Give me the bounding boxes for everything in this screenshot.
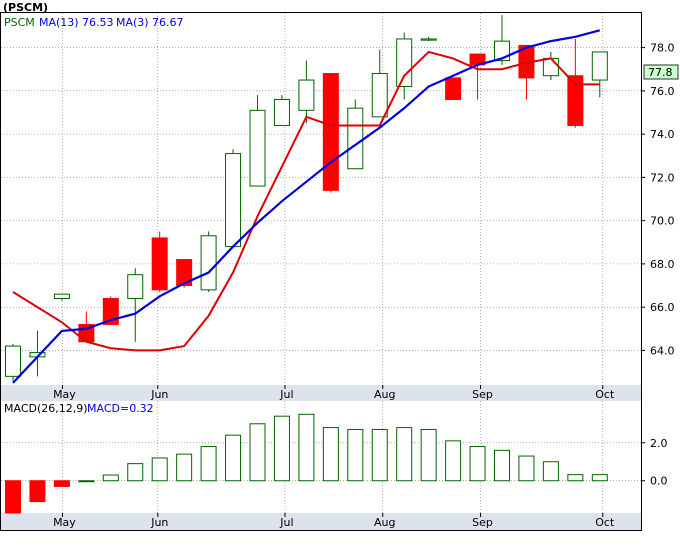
price-x-tick-label: Sep <box>472 388 493 401</box>
macd-x-tick-label: Jul <box>279 516 293 529</box>
candle-up <box>347 107 364 170</box>
price-y-axis: 64.0 66.0 68.0 70.0 72.0 74.0 76.0 78.0 0.0 2.0 <box>641 42 675 488</box>
chart-title: (PSCM) <box>3 1 48 14</box>
candle-up <box>396 38 413 88</box>
price-x-tick-label: Jun <box>150 388 168 401</box>
candle-up <box>5 345 21 377</box>
macd-bar <box>53 480 70 487</box>
candle-down <box>322 73 339 191</box>
macd-bar <box>396 427 413 482</box>
macd-bar <box>298 413 315 482</box>
candle-down <box>151 237 168 291</box>
candle-up <box>249 109 266 187</box>
candle-down <box>445 77 462 101</box>
candle-down <box>102 297 119 325</box>
candle-up <box>200 235 217 291</box>
macd-bar <box>371 428 388 482</box>
macd-bar <box>445 440 462 482</box>
macd-panel-frame <box>0 400 642 531</box>
macd-x-tick-label: May <box>53 516 76 529</box>
macd-bar <box>591 474 608 482</box>
candle-up <box>542 57 559 77</box>
macd-bar <box>102 474 119 482</box>
moving-averages <box>12 29 601 384</box>
price-y-tick-label: 64.0 <box>650 344 675 357</box>
last-price-box <box>643 64 679 80</box>
macd-y-tick-label: 0.0 <box>650 475 668 488</box>
macd-bar <box>469 446 486 482</box>
candle-up <box>371 73 388 118</box>
legend-ma3-label: MA(3) <box>116 16 149 29</box>
candle-up <box>591 51 608 81</box>
price-legend: PSCM MA(13) 76.53 MA(3) 76.67 <box>4 16 184 29</box>
candle-up <box>53 293 70 299</box>
macd-date-band <box>1 513 641 530</box>
candle-up <box>127 274 144 299</box>
macd-bar <box>567 474 584 482</box>
price-x-tick-label: Aug <box>374 388 395 401</box>
macd-bar <box>347 428 364 482</box>
grid-lines <box>1 13 641 513</box>
price-y-tick-label: 70.0 <box>650 215 675 228</box>
last-price-label: 77.8 <box>648 66 673 79</box>
x-axis: May May Jun Jun Jul Jul Aug Aug Sep Sep Oct Oct <box>53 385 615 529</box>
macd-bar <box>127 463 144 482</box>
price-y-tick-label: 76.0 <box>650 85 675 98</box>
macd-x-tick-label: Oct <box>595 516 615 529</box>
macd-bar <box>420 428 437 482</box>
price-y-tick-label: 66.0 <box>650 301 675 314</box>
macd-bar <box>5 480 21 514</box>
macd-bar <box>225 434 242 482</box>
price-y-tick-label: 72.0 <box>650 171 675 184</box>
macd-x-tick-label: Aug <box>374 516 395 529</box>
macd-bar <box>494 449 510 482</box>
macd-bar <box>273 415 290 482</box>
ma3-line <box>12 50 600 352</box>
macd-bar <box>542 461 559 482</box>
candle-up <box>420 38 437 41</box>
price-y-tick-label: 78.0 <box>650 42 675 55</box>
price-x-tick-label: May <box>53 388 76 401</box>
candle-down <box>176 259 193 287</box>
price-date-band <box>1 385 641 401</box>
price-x-tick-label: Oct <box>595 388 615 401</box>
candle-up <box>298 79 315 111</box>
macd-legend-value: MACD=0.32 <box>87 402 154 415</box>
legend-ma13-label: MA(13) <box>39 16 79 29</box>
macd-x-tick-label: Sep <box>472 516 493 529</box>
macd-bar <box>249 423 266 482</box>
price-x-tick-label: Jul <box>279 388 293 401</box>
candle-up <box>273 99 290 126</box>
macd-bar <box>151 457 168 482</box>
macd-legend-label: MACD(26,12,9) <box>4 402 88 415</box>
macd-bars-group <box>5 413 608 514</box>
price-y-tick-label: 68.0 <box>650 258 675 271</box>
legend-ma13-value: 76.53 <box>82 16 114 29</box>
macd-y-tick-label: 2.0 <box>650 437 668 450</box>
ma13-line <box>12 29 601 384</box>
macd-bar <box>200 446 217 482</box>
candle-down <box>567 75 584 126</box>
legend-ticker: PSCM <box>4 16 35 29</box>
price-y-tick-label: 74.0 <box>650 128 675 141</box>
macd-bar <box>78 480 95 483</box>
macd-bar <box>518 455 535 482</box>
candles-group <box>5 15 608 381</box>
macd-bar <box>29 480 46 503</box>
legend-ma3-value: 76.67 <box>152 16 184 29</box>
price-panel-frame <box>0 12 642 402</box>
candle-up <box>225 153 242 248</box>
macd-x-tick-label: Jun <box>150 516 168 529</box>
macd-bar <box>176 453 193 482</box>
macd-bar <box>322 427 339 482</box>
